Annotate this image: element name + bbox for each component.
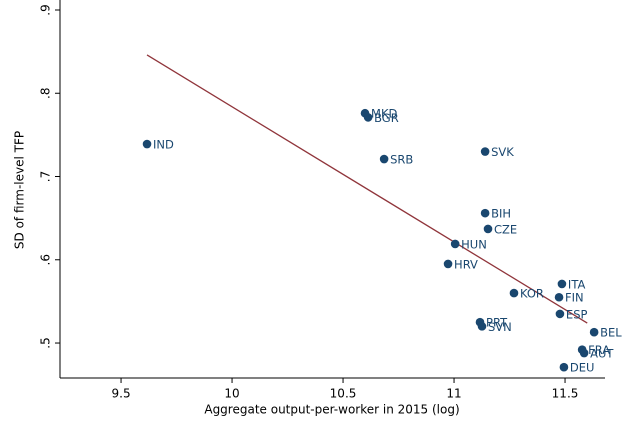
point xyxy=(142,139,152,149)
x-tick-label: 11.5 xyxy=(552,387,579,401)
x-axis-title: Aggregate output-per-worker in 2015 (log… xyxy=(204,403,459,417)
x-tick-label: 11 xyxy=(446,387,461,401)
point xyxy=(555,309,565,319)
point xyxy=(379,154,389,164)
point-label: PRT xyxy=(486,316,508,330)
y-tick-label: .5 xyxy=(39,337,53,348)
point-label: HRV xyxy=(454,257,478,271)
point xyxy=(443,259,453,269)
point xyxy=(557,279,567,289)
point-label: SRB xyxy=(390,153,413,167)
x-tick-label: 10.5 xyxy=(330,387,357,401)
fit-line xyxy=(146,54,588,324)
y-tick-label: .6 xyxy=(39,254,53,265)
point-label: HUN xyxy=(461,237,487,251)
point-label: CZE xyxy=(494,222,517,236)
point xyxy=(363,113,373,122)
point-label: KOR xyxy=(520,287,544,301)
point-label: AUT xyxy=(590,347,614,361)
point xyxy=(483,224,493,234)
point-label: ESP xyxy=(566,307,588,321)
point-label: ITA xyxy=(568,277,586,291)
point-label: BGR xyxy=(374,111,399,125)
point-label: BEL xyxy=(600,326,622,340)
point xyxy=(554,292,564,302)
x-tick-label: 10 xyxy=(224,387,239,401)
x-tick-label: 9.5 xyxy=(112,387,131,401)
point xyxy=(579,348,589,358)
point xyxy=(589,327,599,337)
point-label: IND xyxy=(153,138,174,152)
point-label: SVK xyxy=(491,145,514,159)
y-tick-label: .8 xyxy=(39,88,53,99)
point xyxy=(509,288,519,298)
y-axis-title: SD of firm-level TFP xyxy=(13,131,27,249)
point xyxy=(559,362,569,372)
point xyxy=(480,147,490,156)
point-label: FIN xyxy=(565,291,584,305)
point-label: MKD xyxy=(371,107,397,121)
point xyxy=(477,322,487,331)
point xyxy=(480,208,490,218)
y-tick-label: .7 xyxy=(39,171,53,182)
point xyxy=(450,239,460,249)
point-label: FRA xyxy=(588,343,610,357)
point-label: SVN xyxy=(488,320,512,334)
y-tick-label: .9 xyxy=(39,4,53,15)
point-label: DEU xyxy=(570,361,595,375)
point-label: BIH xyxy=(491,207,511,221)
